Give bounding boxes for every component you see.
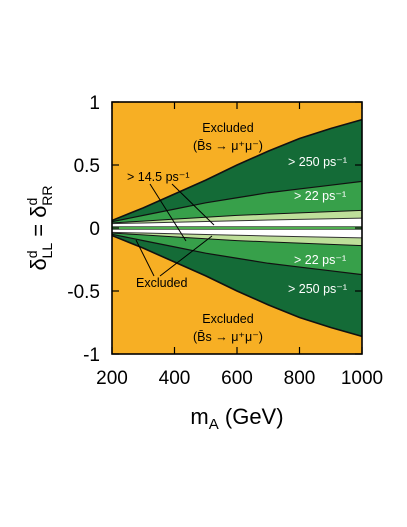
x-tick-label: 200 — [96, 368, 128, 389]
lower-gt250-band — [112, 234, 362, 337]
gt250-lower-label: > 250 ps⁻¹ — [288, 282, 347, 296]
bs-decay-bottom-label: (B̄s → μ⁺μ⁻) — [193, 330, 263, 344]
leader-line-excluded-1 — [159, 235, 213, 277]
annotations: Excluded (B̄s → μ⁺μ⁻) Excluded (B̄s → μ⁺μ⁻)… — [127, 121, 347, 344]
x-axis-label: mA (GeV) — [190, 404, 283, 433]
x-tick-label: 1000 — [341, 368, 383, 389]
y-axis-label-text: δdLL = δdRR — [24, 186, 55, 271]
lower-allowed-band — [112, 229, 362, 238]
y-tick-label: -0.5 — [67, 282, 100, 303]
gt250-upper-label: > 250 ps⁻¹ — [288, 155, 347, 169]
lower-boundary-22 — [111, 232, 363, 247]
upper-gt250-band — [112, 119, 362, 222]
x-tick-label: 400 — [159, 368, 191, 389]
y-tick-label: 1 — [89, 93, 100, 114]
lower-bs-boundary — [111, 234, 363, 338]
upper-boundary-250 — [111, 180, 363, 223]
x-tick-label: 600 — [221, 368, 253, 389]
gt22-upper-label: > 22 ps⁻¹ — [294, 189, 346, 203]
plot-area — [111, 102, 363, 354]
upper-gt14_5-band — [112, 210, 362, 224]
leader-line-excluded-0 — [135, 239, 155, 277]
lower-gt14_5-band — [112, 232, 362, 246]
upper-bs-boundary — [111, 118, 363, 222]
upper-allowed-band — [112, 218, 362, 227]
excluded-center-label: Excluded — [136, 276, 187, 290]
gt22-lower-label: > 22 ps⁻¹ — [294, 253, 346, 267]
lower-boundary-250 — [111, 233, 363, 276]
bs-decay-top-label: (B̄s → μ⁺μ⁻) — [193, 139, 263, 153]
upper-boundary-22 — [111, 209, 363, 224]
upper-boundary-14_5 — [111, 217, 363, 225]
y-tick-label: 0 — [89, 219, 100, 240]
lower-boundary-14_5 — [111, 231, 363, 239]
y-axis-label: δdLL = δdRR — [24, 186, 55, 271]
x-tick-label: 800 — [284, 368, 316, 389]
leader-line-14_5-1 — [171, 183, 215, 226]
central-band — [112, 226, 362, 230]
y-tick-label: 0.5 — [74, 156, 100, 177]
gt14_5-label: > 14.5 ps⁻¹ — [127, 170, 190, 184]
axes: 200 400 600 800 1000 1 0.5 0 -0.5 -1 mA (GeV) δdLL … — [24, 93, 383, 433]
excluded-top-label: Excluded — [202, 121, 253, 135]
y-tick-label: -1 — [83, 345, 100, 366]
leader-line-14_5-0 — [149, 183, 187, 242]
excluded-bottom-label: Excluded — [202, 312, 253, 326]
